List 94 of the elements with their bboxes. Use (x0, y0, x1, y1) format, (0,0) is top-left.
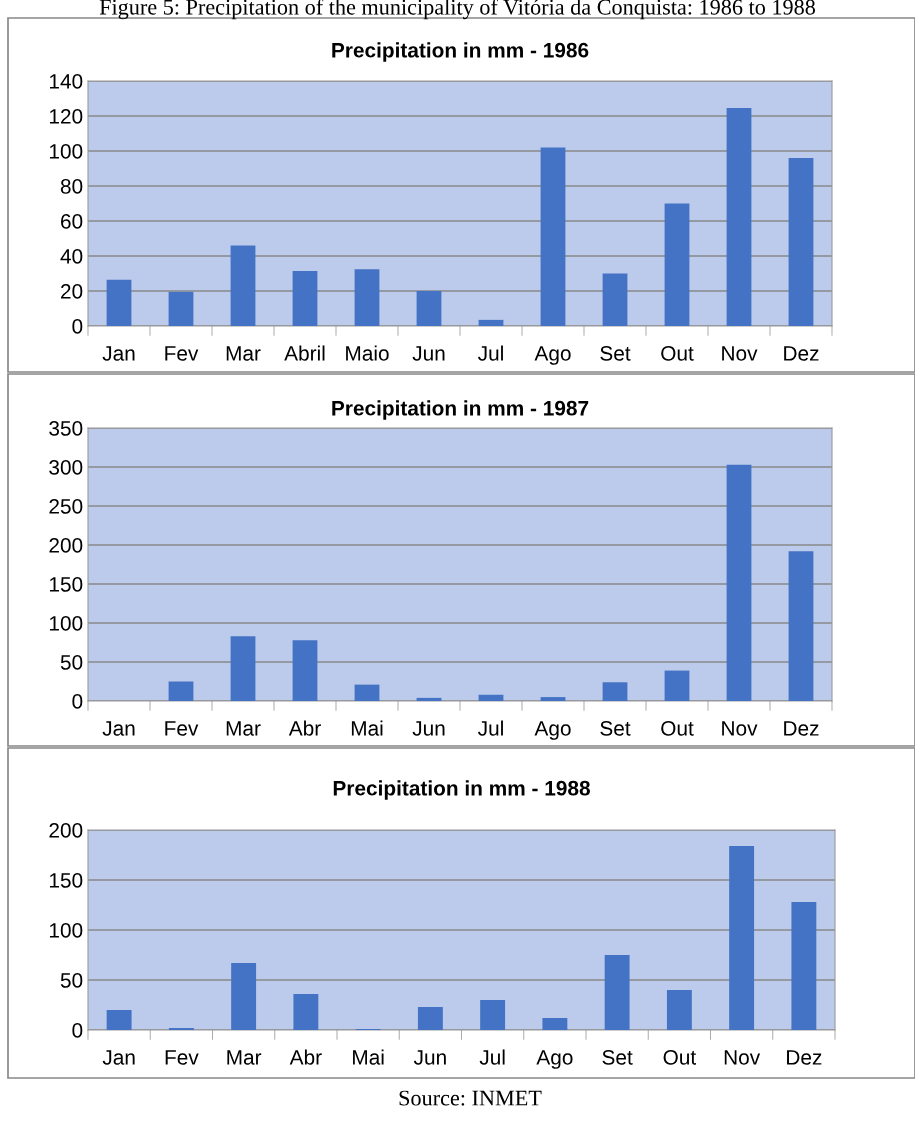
x-tick-label: Ago (536, 1050, 573, 1069)
y-tick-label: 60 (61, 214, 83, 229)
bar (292, 640, 318, 701)
x-tick-label: Jul (479, 1049, 505, 1065)
bar (664, 670, 690, 701)
y-tick-label: 20 (61, 284, 83, 299)
x-tick-label: Dez (784, 346, 819, 361)
bar (168, 291, 194, 326)
x-tick-label: Out (661, 345, 694, 361)
x-tick-label: Fev (165, 721, 199, 736)
bar (540, 147, 566, 326)
x-tick-label: Set (600, 345, 631, 361)
bar (788, 551, 814, 701)
y-tick-label: 100 (49, 144, 83, 159)
chart-title: Precipitation in mm - 1988 (333, 780, 590, 800)
x-tick-label: Abr (289, 1049, 322, 1065)
x-tick-label: Jun (412, 721, 445, 736)
x-tick-label: Jul (478, 345, 503, 361)
y-tick-label: 100 (49, 616, 83, 631)
x-tick-label: Mar (226, 346, 261, 361)
y-tick-label: 150 (49, 873, 83, 888)
bar (417, 1007, 443, 1030)
x-tick-label: Mar (226, 721, 261, 736)
x-tick-label: Jul (478, 720, 503, 736)
bar (106, 1010, 132, 1030)
y-tick-label: 0 (72, 1023, 83, 1038)
x-tick-label: Ago (534, 346, 571, 365)
y-tick-label: 0 (72, 319, 83, 334)
x-tick-label: Jan (102, 346, 135, 361)
bar (292, 270, 318, 326)
bar (542, 1018, 568, 1030)
y-tick-label: 120 (49, 109, 83, 124)
bar (664, 203, 690, 326)
bar (604, 955, 630, 1030)
x-tick-label: Mai (353, 1049, 384, 1065)
bar (354, 684, 380, 701)
x-tick-label: Out (661, 720, 694, 736)
x-tick-label: Jun (413, 1050, 446, 1065)
y-tick-label: 140 (49, 74, 83, 89)
bar (354, 269, 380, 326)
bar (416, 697, 442, 701)
x-tick-label: Fev (165, 346, 199, 361)
y-tick-label: 150 (49, 577, 83, 592)
x-tick-label: Nov (724, 1050, 761, 1065)
y-tick-label: 0 (72, 694, 83, 709)
bar (791, 902, 817, 1030)
bar (726, 464, 752, 701)
x-tick-label: Abril (284, 345, 325, 361)
bar (230, 245, 256, 326)
y-tick-label: 100 (49, 923, 83, 938)
y-tick-label: 250 (49, 499, 83, 514)
y-tick-label: 200 (49, 538, 83, 553)
bar (666, 990, 692, 1030)
bar (478, 319, 504, 326)
x-tick-label: Out (663, 1049, 697, 1065)
x-tick-label: Maio (346, 345, 389, 361)
bar (788, 158, 814, 326)
x-tick-label: Jun (412, 346, 445, 361)
x-tick-label: Nov (722, 346, 758, 361)
y-tick-label: 50 (60, 655, 83, 670)
y-tick-label: 40 (60, 249, 83, 264)
x-tick-label: Set (602, 1049, 633, 1065)
bar (230, 636, 256, 701)
bar (602, 682, 628, 701)
y-tick-label: 50 (60, 973, 83, 988)
x-tick-label: Fev (165, 1050, 199, 1065)
x-tick-label: Abr (288, 720, 321, 736)
bar (729, 846, 755, 1030)
chart-title: Precipitation in mm - 1987 (332, 400, 589, 420)
source-note: Source: INMET (399, 1090, 542, 1106)
bar (726, 108, 752, 326)
bar (480, 1000, 506, 1030)
bar (416, 291, 442, 326)
y-tick-label: 80 (60, 179, 83, 194)
x-tick-label: Nov (722, 721, 758, 736)
x-tick-label: Ago (534, 721, 571, 740)
y-tick-label: 350 (49, 421, 83, 436)
x-tick-label: Dez (784, 721, 819, 736)
chart-title: Precipitation in mm - 1986 (332, 42, 589, 62)
bar (478, 694, 504, 701)
y-tick-label: 200 (49, 823, 83, 838)
x-tick-label: Mai (351, 720, 383, 736)
bar (106, 279, 132, 326)
bar (602, 273, 628, 326)
y-tick-label: 300 (49, 460, 83, 475)
bar (168, 681, 194, 701)
x-tick-label: Set (600, 720, 631, 736)
x-tick-label: Jan (102, 721, 135, 736)
bar (231, 963, 257, 1030)
x-tick-label: Mar (227, 1050, 262, 1065)
x-tick-label: Jan (102, 1050, 135, 1065)
x-tick-label: Dez (787, 1050, 822, 1065)
bar (540, 697, 566, 701)
bar (293, 994, 319, 1030)
